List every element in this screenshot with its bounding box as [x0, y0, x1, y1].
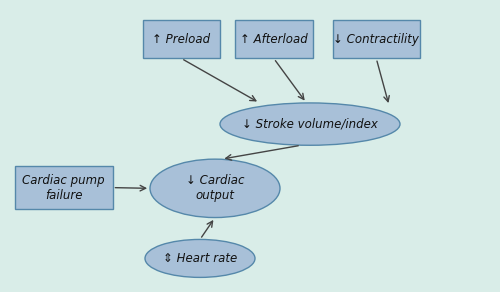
Text: ↓ Stroke volume/index: ↓ Stroke volume/index: [242, 118, 378, 131]
Text: Cardiac pump
failure: Cardiac pump failure: [22, 174, 105, 201]
Ellipse shape: [150, 159, 280, 218]
FancyBboxPatch shape: [142, 20, 220, 58]
Text: ↑ Afterload: ↑ Afterload: [240, 33, 308, 46]
Text: ↓ Contractility: ↓ Contractility: [334, 33, 419, 46]
Text: ↑ Preload: ↑ Preload: [152, 33, 210, 46]
Text: ↓ Cardiac
output: ↓ Cardiac output: [186, 174, 244, 202]
FancyBboxPatch shape: [235, 20, 312, 58]
Ellipse shape: [145, 239, 255, 277]
FancyBboxPatch shape: [332, 20, 420, 58]
Ellipse shape: [220, 103, 400, 145]
Text: ⇕ Heart rate: ⇕ Heart rate: [163, 252, 237, 265]
FancyBboxPatch shape: [15, 166, 112, 209]
